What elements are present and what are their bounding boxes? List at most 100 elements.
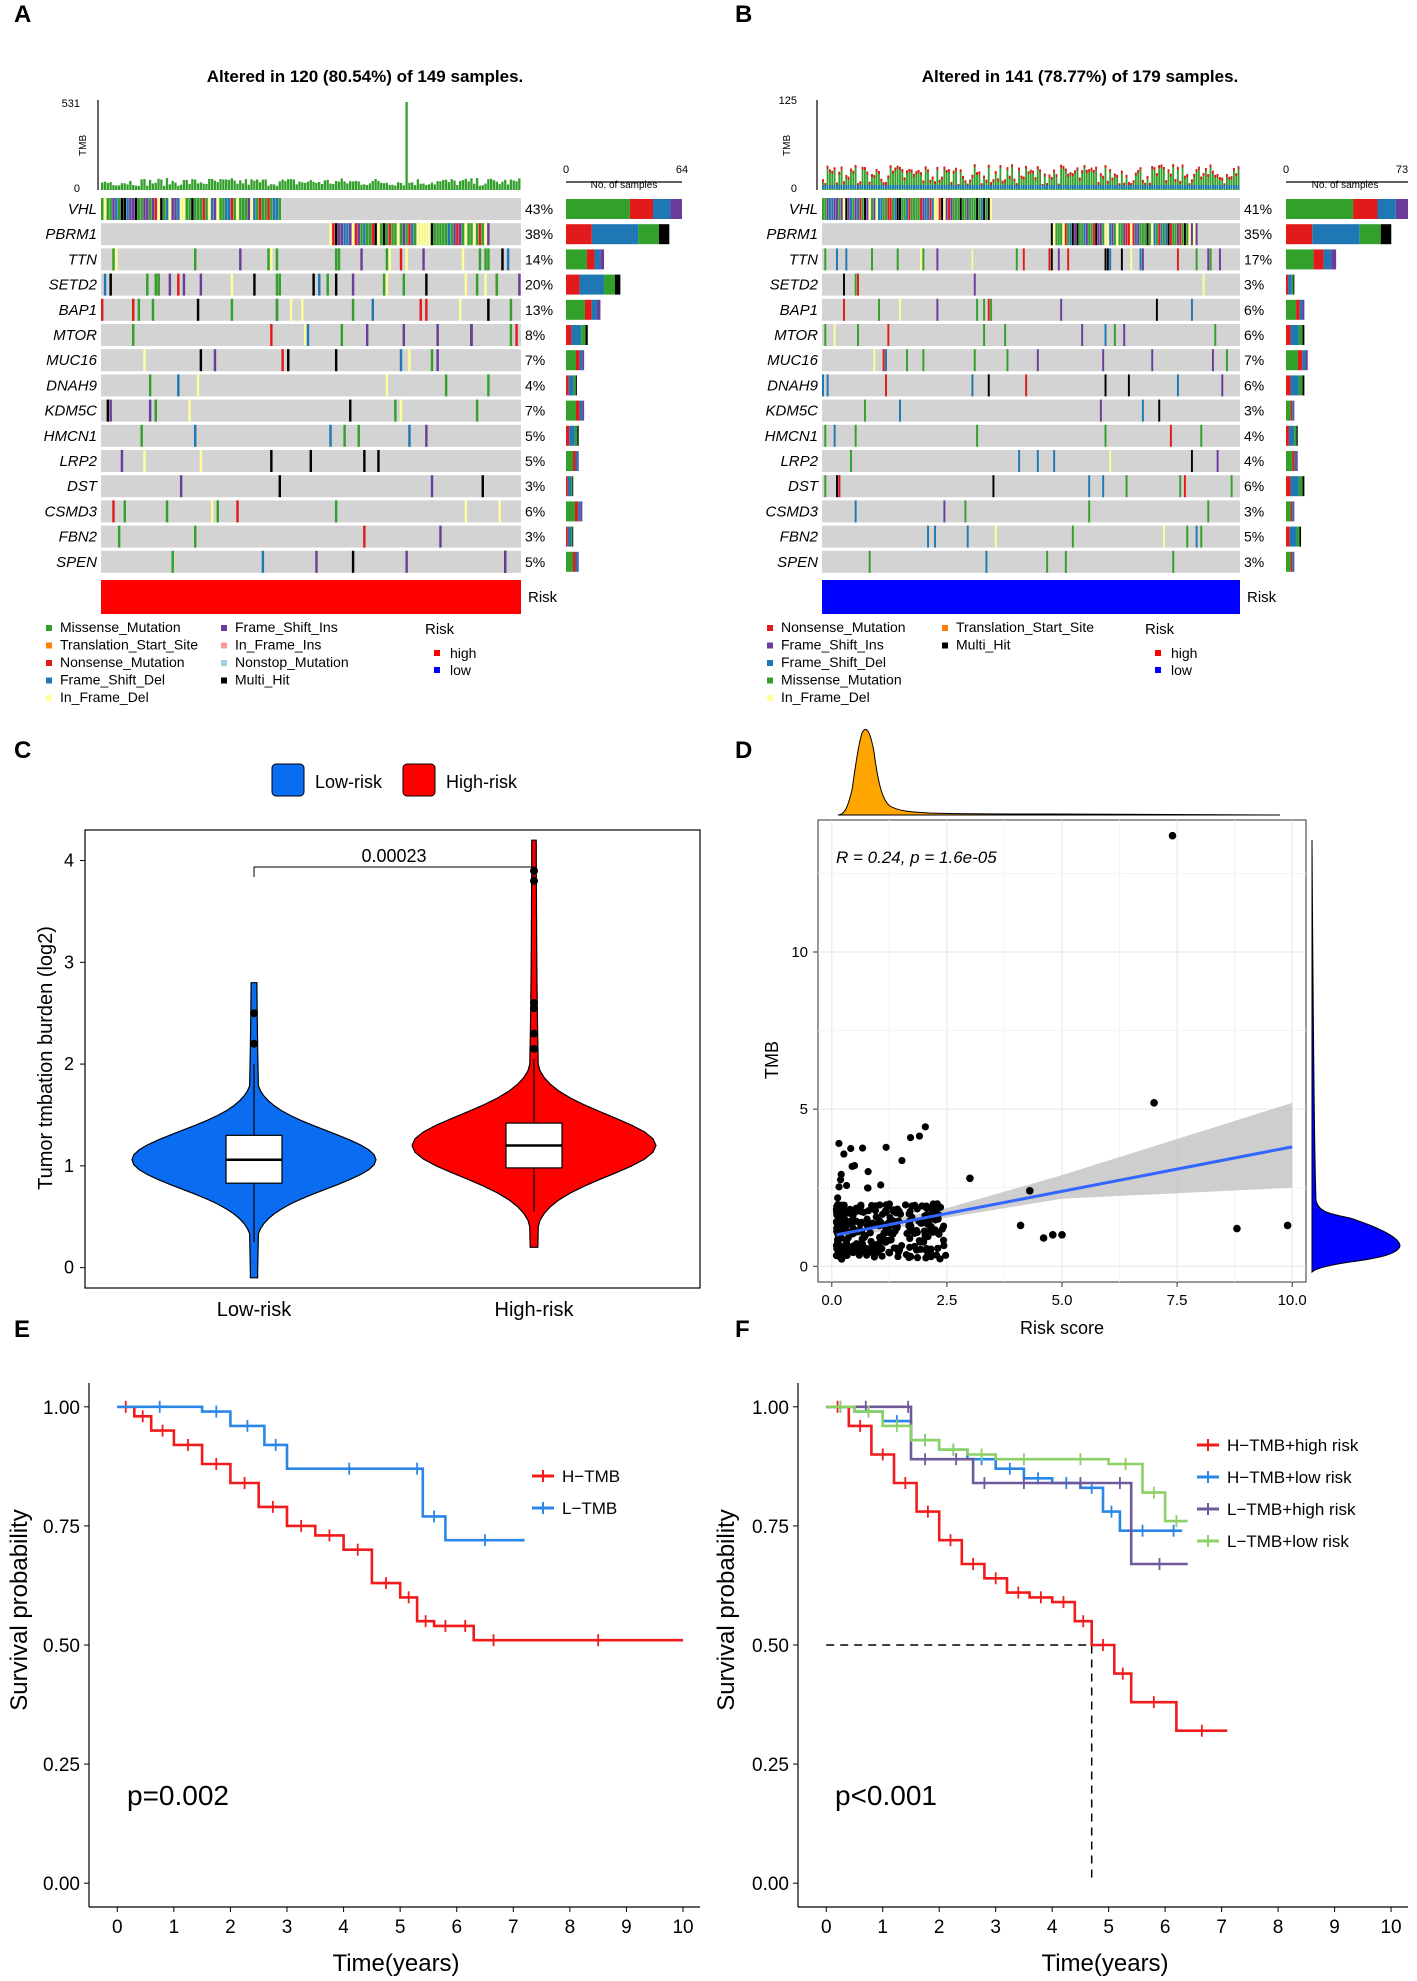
mutation-cell [351, 223, 355, 246]
mutation-cell [230, 198, 234, 220]
x-tick-label: 0 [821, 1917, 832, 1938]
mutation-cell [278, 475, 282, 498]
mutation-cell [1195, 223, 1198, 246]
tmb-bar-base [1048, 185, 1051, 189]
sample-count-segment [586, 249, 595, 270]
mutation-cell [1088, 223, 1091, 246]
mutation-cell [275, 298, 279, 321]
tmb-bar-base [1197, 185, 1200, 189]
tmb-bar-cap [922, 180, 925, 184]
tmb-bar [1032, 170, 1035, 190]
scatter-point [843, 1181, 851, 1190]
oncoplot-a-legend: Missense_MutationTranslation_Start_SiteN… [46, 619, 349, 705]
mutation-cell [952, 198, 955, 220]
mutation-cell [1095, 223, 1098, 246]
scatter-point [903, 1229, 911, 1238]
oncoplot-a-risk-label: Risk [528, 589, 558, 606]
sample-count-segment [1293, 274, 1295, 295]
tmb-bar-cap [1050, 176, 1053, 180]
mutation-cell [1144, 223, 1147, 246]
sample-count-segment [1298, 325, 1303, 345]
tmb-bar-base [999, 185, 1002, 189]
sample-count-segment [670, 199, 682, 219]
scatter-point [834, 1194, 842, 1202]
tmb-bar-cap [1022, 176, 1025, 180]
mutation-cell [903, 198, 906, 220]
mutation-cell [165, 500, 169, 523]
gene-label: KDM5C [765, 403, 818, 420]
tmb-bar [256, 179, 259, 190]
tmb-bar-base [1193, 185, 1196, 189]
tmb-bar [148, 179, 152, 190]
oncoplot-a-title: Altered in 120 (80.54%) of 149 samples. [207, 67, 524, 86]
mutation-cell [899, 399, 901, 422]
scatter-point [906, 1243, 914, 1251]
tmb-bar-base [980, 185, 983, 189]
mutation-cell [464, 223, 468, 246]
sample-count-segment [1286, 350, 1298, 371]
mutation-cell [194, 424, 197, 447]
mutation-cell [509, 298, 513, 321]
tmb-bar-cap [1071, 173, 1074, 177]
tmb-bar-base [1083, 185, 1086, 189]
tmb-bar-cap [910, 169, 913, 173]
mutation-cell [250, 198, 253, 220]
tmb-bar-base [1127, 185, 1130, 189]
tmb-bar-cap [1179, 180, 1182, 184]
tmb-bar-cap [1146, 176, 1149, 180]
mutation-cell [985, 550, 988, 573]
tmb-bar [978, 171, 981, 190]
mutation-cell [411, 223, 414, 246]
mutation-cell [222, 198, 225, 220]
oncoplot-b-tmb-label: TMB [782, 135, 793, 156]
tmb-bar [878, 171, 880, 190]
mutation-cell [920, 248, 923, 271]
mutation-cell [880, 198, 883, 220]
oncoplot-a-risk-high-swatch [434, 650, 440, 656]
tmb-bar [402, 185, 405, 190]
mutation-cell [1125, 223, 1128, 246]
tmb-bar-cap [1209, 164, 1212, 168]
mutation-cell [506, 248, 510, 271]
tmb-bar-cap [1204, 167, 1207, 171]
tmb-bar [822, 179, 824, 190]
tmb-bar [1158, 165, 1161, 190]
tmb-bar-base [1225, 185, 1228, 189]
tmb-bar [163, 185, 166, 190]
mutation-cell [1148, 223, 1151, 246]
tmb-bar-cap [983, 175, 985, 179]
tmb-bar-base [864, 185, 866, 189]
tmb-bar-cap [1027, 171, 1030, 175]
tmb-bar [1207, 174, 1210, 190]
mutation-cell [833, 198, 836, 220]
tmb-bar-cap [987, 164, 990, 168]
tmb-bar-cap [1053, 169, 1056, 173]
tmb-bar [1071, 173, 1074, 190]
sample-count-segment [1380, 224, 1392, 245]
mutation-cell [329, 424, 332, 447]
tmb-bar [278, 181, 281, 190]
legend-label: In_Frame_Ins [235, 637, 321, 653]
mutation-cell [306, 324, 310, 346]
mutation-cell [140, 424, 143, 447]
tmb-bar [1034, 177, 1037, 190]
tmb-bar-cap [1039, 169, 1042, 173]
mutation-cell [151, 298, 155, 321]
mutation-cell [329, 223, 332, 246]
mutation-cell [957, 198, 960, 220]
mutation-cell [112, 198, 115, 220]
tmb-bar-base [922, 185, 925, 189]
gene-label: DNAH9 [46, 377, 98, 394]
tmb-bar [509, 179, 513, 190]
mutation-cell [1202, 273, 1205, 296]
mutation-cell [340, 324, 344, 346]
mutation-cell [230, 273, 234, 296]
matrix-row-bg [101, 374, 521, 397]
sample-count-segment [1299, 526, 1302, 547]
tmb-bar-cap [1020, 175, 1023, 179]
tmb-bar [196, 183, 200, 190]
tmb-bar-cap [1167, 169, 1170, 173]
mutation-cell [391, 223, 394, 246]
violin-pvalue: 0.00023 [361, 846, 426, 866]
tmb-bar [1137, 170, 1140, 190]
